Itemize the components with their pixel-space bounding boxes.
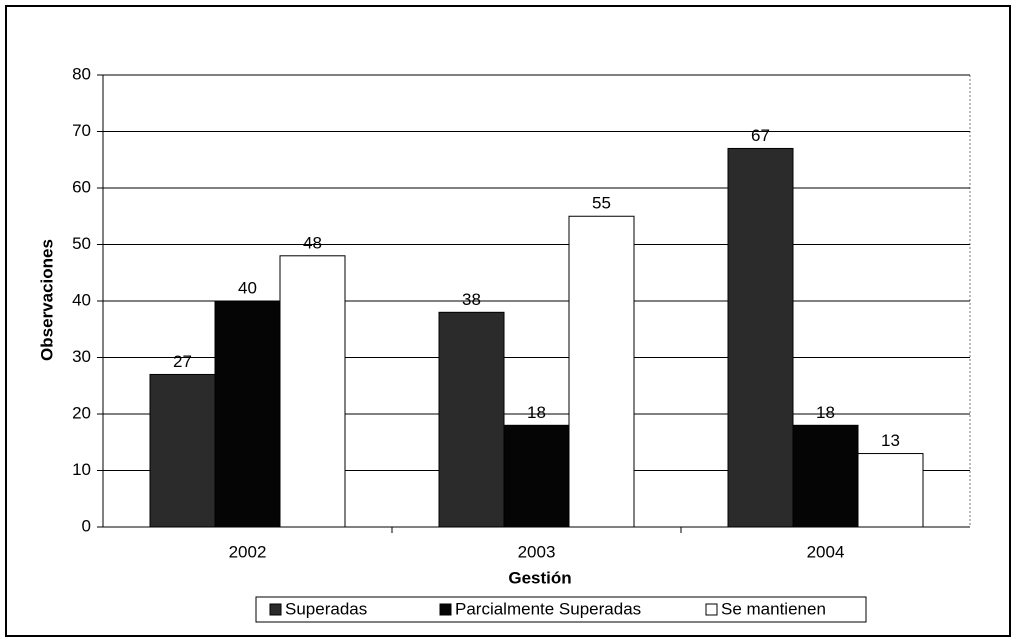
bar [792,424,859,528]
y-tick-label: 10 [72,460,91,479]
y-tick-label: 60 [72,177,91,196]
y-tick-label: 0 [82,516,91,535]
legend-box [255,596,867,623]
legend-label: Superadas [285,599,367,618]
legend-swatch [269,603,282,616]
x-tick-label: 2002 [229,542,267,561]
legend-label: Parcialmente Superadas [455,599,641,618]
value-label: 27 [173,352,192,371]
value-label: 38 [462,290,481,309]
bar [214,300,281,528]
value-label: 18 [527,403,546,422]
x-axis-label: Gestión [508,568,571,587]
legend-label: Se mantienen [721,599,826,618]
y-tick-label: 30 [72,347,91,366]
value-label: 67 [751,126,770,145]
value-label: 48 [303,233,322,252]
bar [503,424,570,528]
legend-swatch [439,603,452,616]
y-tick-label: 70 [72,121,91,140]
chart-frame [5,5,1011,637]
y-axis-label: Observaciones [37,239,56,361]
y-tick-label: 20 [72,403,91,422]
y-tick-label: 80 [72,64,91,83]
legend-swatch [705,603,718,616]
bar [568,215,635,528]
y-tick-label: 50 [72,234,91,253]
value-label: 13 [881,431,900,450]
value-label: 40 [238,278,257,297]
bar [727,147,794,528]
bar [149,373,216,528]
bar [279,255,346,528]
bar [857,453,924,528]
value-label: 55 [592,194,611,213]
value-label: 18 [816,403,835,422]
y-tick-label: 40 [72,290,91,309]
x-tick-label: 2004 [807,542,845,561]
bar [438,311,505,528]
x-tick-label: 2003 [518,542,556,561]
